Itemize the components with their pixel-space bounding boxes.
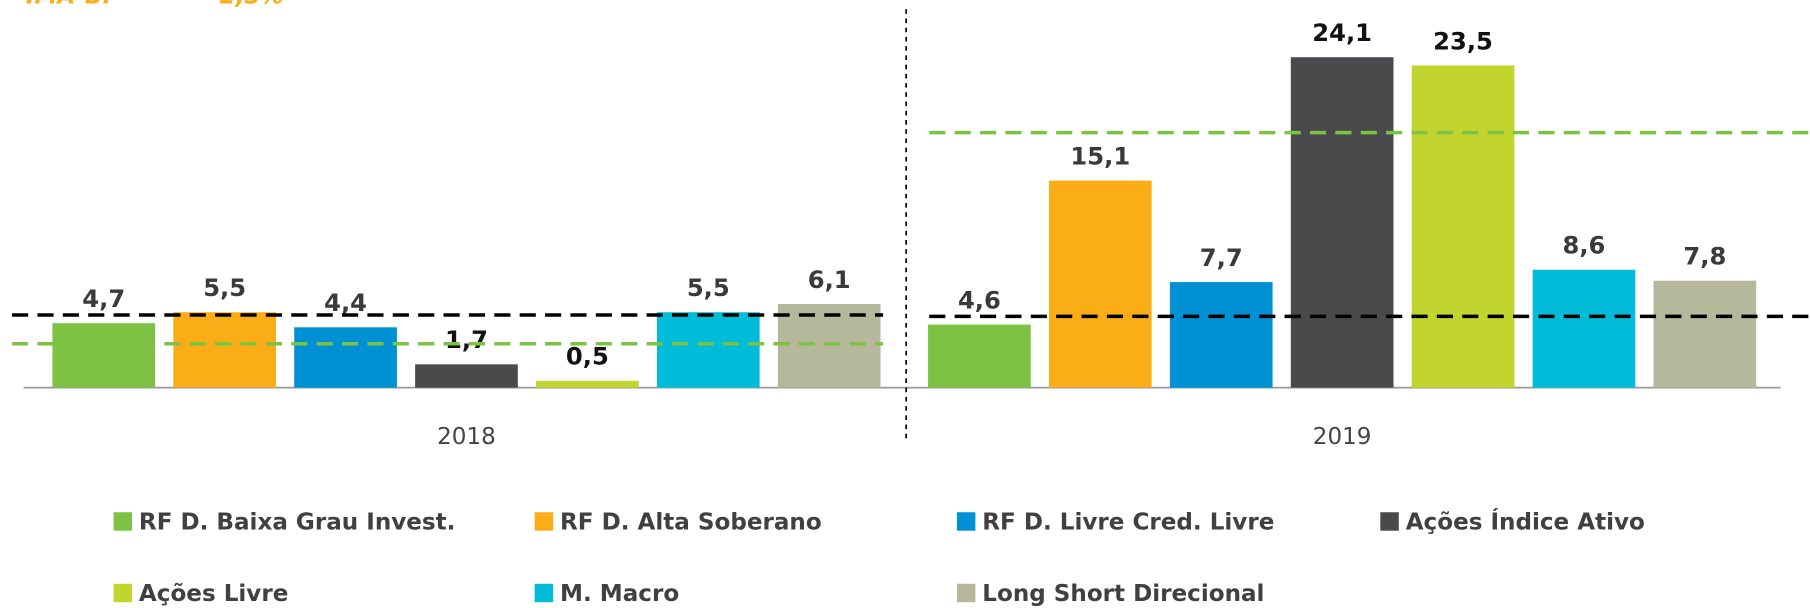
- legend-swatch: [534, 583, 554, 603]
- data-label: 4,7: [82, 285, 125, 313]
- bar: [1048, 180, 1152, 388]
- legend-swatch: [113, 583, 133, 603]
- legend-label: Ações Livre: [139, 581, 288, 607]
- data-label: 7,7: [1200, 244, 1243, 272]
- data-label: 4,4: [324, 289, 367, 317]
- bar: [294, 327, 397, 388]
- bar: [928, 324, 1031, 388]
- bar: [777, 304, 881, 388]
- data-label: 0,5: [566, 343, 609, 371]
- legend-label: Long Short Direcional: [982, 581, 1264, 607]
- legend-swatch: [534, 512, 554, 531]
- bar: [173, 312, 277, 388]
- data-label: 6,1: [808, 266, 851, 294]
- data-label: 23,5: [1433, 27, 1493, 55]
- data-label: 5,5: [687, 274, 730, 302]
- legend-label: RF D. Baixa Grau Invest.: [139, 510, 456, 536]
- legend-swatch: [113, 512, 133, 531]
- bar: [1290, 57, 1394, 388]
- x-tick-label: 2019: [1313, 424, 1372, 450]
- data-label: 5,5: [203, 274, 246, 302]
- legend-swatch: [956, 512, 976, 531]
- annotation: IMA-B:: [26, 0, 112, 9]
- legend-label: M. Macro: [560, 581, 679, 607]
- data-label: 1,7: [445, 326, 488, 354]
- legend-label: Ações Índice Ativo: [1406, 508, 1645, 536]
- annotation: 2,5%: [220, 0, 284, 9]
- legend-label: RF D. Alta Soberano: [560, 510, 822, 536]
- bar: [1532, 269, 1636, 388]
- bar: [656, 312, 760, 388]
- data-label: 15,1: [1070, 142, 1130, 170]
- bar: [1169, 282, 1273, 388]
- legend-label: RF D. Livre Cred. Livre: [982, 510, 1274, 536]
- data-label: 4,6: [958, 286, 1001, 314]
- legend-swatch: [956, 583, 976, 603]
- data-label: 8,6: [1562, 232, 1605, 260]
- bar: [1411, 65, 1515, 388]
- legend-swatch: [1380, 512, 1399, 531]
- bar: [1653, 280, 1757, 388]
- x-tick-label: 2018: [437, 424, 496, 450]
- bar: [415, 364, 518, 388]
- bar: [536, 380, 639, 388]
- data-label: 7,8: [1683, 243, 1726, 271]
- bar: [52, 323, 156, 388]
- data-label: 24,1: [1312, 19, 1372, 47]
